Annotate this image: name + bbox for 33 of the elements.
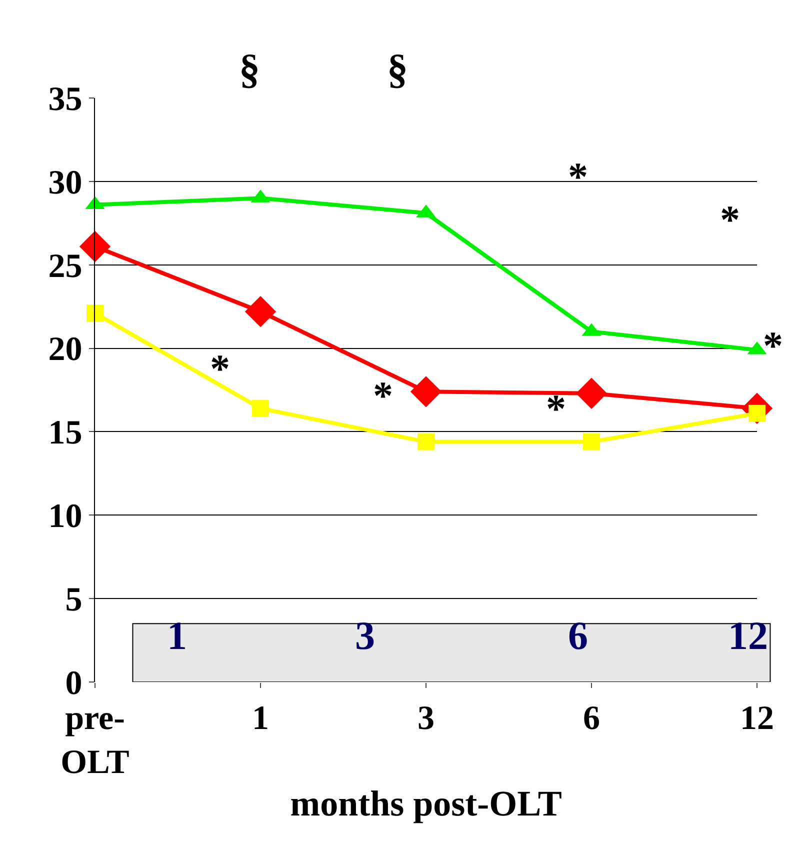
y-tick-label: 30 [48,164,82,202]
point [410,376,442,408]
x-tick-label: 1 [252,700,269,737]
text: * [763,323,783,368]
text: § [387,47,408,93]
annotation: * [546,386,566,431]
annotation: * [720,197,740,242]
y-tick-label: 5 [65,581,82,618]
x-tick-label: pre- OLT [60,700,130,781]
annotation: 3 [355,613,375,658]
point [252,400,269,417]
y-tick-label: 15 [48,414,82,452]
point [244,296,276,328]
x-tick-label: 6 [583,700,600,737]
annotation: * [210,346,230,391]
x-tick-label: 3 [418,700,434,737]
y-tick-label: 0 [65,664,82,702]
annotation: * [373,373,393,418]
point [583,433,600,450]
y-tick-label: 10 [48,498,82,536]
text: § [239,47,260,93]
point [418,433,434,450]
point [576,378,608,409]
y-tick-label: 25 [48,248,82,285]
annotation: * [568,154,588,199]
y-tick-label: 20 [48,331,82,368]
x-tick-label: 12 [740,700,774,737]
annotation: 12 [728,613,768,658]
annotation: 1 [167,613,187,658]
annotation: 6 [568,613,588,658]
x-axis-title: months post-OLT [290,784,562,824]
y-tick-label: 35 [48,80,82,118]
point [86,304,104,322]
